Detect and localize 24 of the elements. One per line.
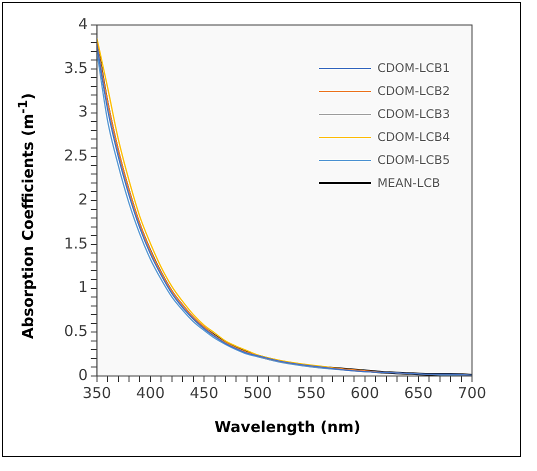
y-tick-label: 0.5: [64, 322, 88, 340]
legend-label: MEAN-LCB: [377, 176, 440, 190]
y-tick-label: 1: [78, 278, 88, 296]
x-tick-label: 550: [296, 384, 326, 402]
y-tick-label: 2: [78, 190, 88, 208]
x-tick-label: 650: [404, 384, 433, 402]
legend-label: CDOM-LCB3: [377, 107, 450, 121]
y-tick-label: 1.5: [64, 234, 88, 252]
legend-label: CDOM-LCB5: [377, 153, 450, 167]
x-tick-label: 350: [82, 384, 112, 402]
legend-label: CDOM-LCB1: [377, 61, 450, 75]
legend-label: CDOM-LCB2: [377, 84, 450, 98]
y-tick-label: 2.5: [64, 146, 88, 165]
legend-label: CDOM-LCB4: [377, 130, 450, 144]
x-tick-label: 450: [190, 384, 218, 402]
y-tick-label: 3: [78, 102, 88, 121]
y-tick-label: 3.5: [64, 58, 88, 77]
y-tick-label: 0: [78, 366, 88, 384]
x-tick-label: 600: [350, 384, 380, 402]
x-tick-label: 500: [243, 384, 272, 402]
x-tick-label: 400: [136, 384, 165, 402]
x-tick-label: 700: [458, 384, 486, 402]
y-tick-label: 4: [78, 14, 88, 33]
x-axis-title: Wavelength (nm): [214, 418, 362, 436]
